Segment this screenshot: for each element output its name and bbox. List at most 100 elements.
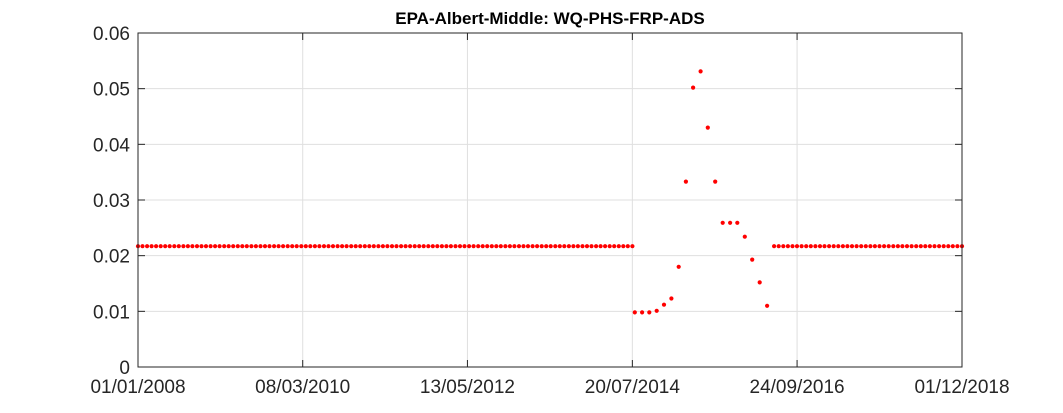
data-point: [435, 244, 440, 249]
data-point: [226, 244, 231, 249]
data-point: [859, 244, 864, 249]
data-point: [598, 244, 603, 249]
data-point: [525, 244, 531, 249]
data-point: [854, 244, 859, 249]
data-point: [950, 244, 955, 249]
data-point: [607, 244, 612, 249]
data-point: [158, 244, 163, 249]
data-point: [886, 244, 891, 249]
data-point: [448, 244, 453, 249]
data-point: [594, 244, 599, 249]
data-point: [367, 244, 372, 249]
data-point: [312, 244, 317, 249]
data-point: [603, 244, 608, 249]
data-point: [262, 244, 268, 249]
data-point: [923, 244, 928, 249]
data-point: [231, 244, 236, 249]
data-point: [253, 244, 258, 249]
data-point: [621, 244, 626, 249]
data-point: [566, 244, 572, 249]
data-point: [553, 244, 558, 249]
data-point: [258, 244, 263, 249]
data-point: [661, 302, 667, 307]
data-point: [735, 220, 740, 225]
data-point: [176, 244, 181, 249]
data-point: [630, 244, 635, 249]
data-point: [399, 244, 404, 249]
data-point: [937, 244, 942, 249]
data-point: [900, 244, 905, 249]
data-point: [817, 244, 823, 249]
data-point: [785, 244, 791, 249]
data-point: [713, 179, 718, 184]
data-point: [808, 244, 813, 249]
data-point: [535, 244, 540, 249]
data-point: [544, 244, 549, 249]
data-point: [616, 244, 621, 249]
data-point: [781, 244, 786, 249]
data-point: [548, 244, 553, 249]
chart-title: EPA-Albert-Middle: WQ-PHS-FRP-ADS: [395, 9, 704, 28]
data-point: [240, 244, 245, 249]
data-point: [868, 244, 873, 249]
data-point: [222, 244, 227, 249]
data-point: [485, 244, 490, 249]
data-point: [512, 244, 517, 249]
x-tick-label: 01/01/2008: [90, 377, 185, 398]
data-point: [145, 244, 150, 249]
data-point: [276, 244, 281, 249]
data-point: [457, 244, 463, 249]
data-point: [190, 244, 195, 249]
data-point: [946, 244, 951, 249]
data-point: [380, 244, 385, 249]
data-point: [244, 244, 249, 249]
data-point: [640, 310, 645, 315]
data-point: [625, 244, 630, 249]
data-point: [831, 244, 836, 249]
data-point: [891, 244, 896, 249]
data-point: [217, 244, 222, 249]
data-point: [408, 244, 413, 249]
data-point: [340, 244, 345, 249]
data-point: [827, 244, 832, 249]
x-tick-label: 01/12/2018: [914, 377, 1009, 398]
data-point: [589, 244, 594, 249]
data-point: [149, 244, 154, 249]
data-point: [877, 244, 882, 249]
y-tick-label: 0: [119, 358, 130, 379]
data-point: [194, 244, 200, 249]
data-point: [872, 244, 878, 249]
data-point: [362, 244, 367, 249]
x-tick-label: 13/05/2012: [420, 377, 515, 398]
data-point: [249, 244, 254, 249]
data-point: [516, 244, 522, 249]
data-point: [285, 244, 290, 249]
data-point: [720, 220, 725, 225]
y-tick-label: 0.03: [93, 191, 130, 212]
data-point: [863, 244, 868, 249]
data-point: [765, 303, 770, 308]
data-point: [185, 244, 190, 249]
data-point: [698, 69, 703, 74]
x-tick-label: 08/03/2010: [255, 377, 350, 398]
data-point: [932, 244, 937, 249]
data-point: [669, 296, 674, 301]
y-tick-label: 0.01: [93, 302, 130, 323]
data-point: [172, 244, 177, 249]
data-point: [557, 244, 562, 249]
data-point: [430, 244, 435, 249]
data-point: [308, 244, 313, 249]
data-point: [326, 244, 331, 249]
data-point: [385, 244, 390, 249]
data-point: [389, 244, 395, 249]
data-point: [358, 244, 363, 249]
data-point: [914, 244, 919, 249]
data-point: [321, 244, 327, 249]
data-point: [467, 244, 472, 249]
data-point: [562, 244, 567, 249]
data-point: [476, 244, 481, 249]
y-tick-label: 0.02: [93, 247, 130, 268]
data-point: [140, 244, 145, 249]
